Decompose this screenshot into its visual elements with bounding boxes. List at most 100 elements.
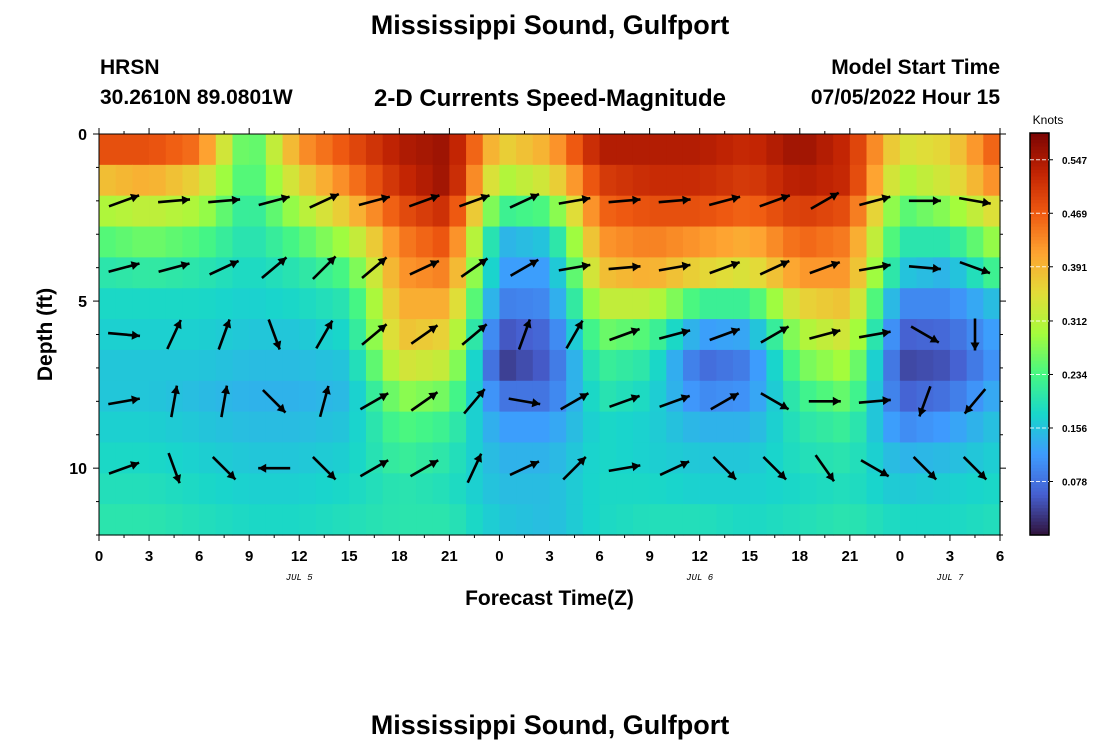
heatmap-cell [666,134,684,166]
heatmap-cell [199,504,217,536]
heatmap-cell [616,411,634,444]
colorbar-swatch [1030,370,1049,375]
vector-head [326,470,336,480]
current-vector [858,261,891,272]
heatmap-cell [649,442,667,474]
heatmap-cell [399,257,417,289]
colorbar-swatch [1030,216,1049,221]
vector-head [231,195,241,205]
heatmap-cell [916,411,934,444]
heatmap-cell [399,349,417,382]
heatmap-cell [99,226,117,258]
heatmap-cell [632,226,651,258]
heatmap-cell [699,504,717,536]
heatmap-cell [983,442,1001,474]
current-vector [409,459,439,478]
heatmap-cell [933,349,951,382]
heatmap-cell [816,349,834,382]
heatmap-cell [365,349,384,382]
colorbar-swatch [1030,481,1049,486]
current-vector [508,397,541,408]
heatmap-cell [582,257,601,289]
heatmap-cell [132,442,150,474]
current-vector [258,463,291,473]
heatmap-cell [716,164,734,197]
vector-head [276,403,286,413]
heatmap-cell [883,473,901,505]
colorbar-swatch [1030,484,1049,489]
heatmap-cell [699,288,717,320]
heatmap-cell [516,164,534,197]
colorbar-tick-label: 0.234 [1062,370,1087,381]
heatmap-cell [716,473,734,505]
heatmap-cell [966,226,984,258]
heatmap-cell [666,164,684,197]
current-vector [509,192,540,209]
heatmap-cell [432,442,450,474]
date-label: JUL 5 [286,573,314,583]
heatmap-cell [315,442,334,474]
heatmap-cell [849,257,868,289]
heatmap-cell [983,504,1001,536]
colorbar-swatch [1030,267,1049,271]
vector-head [473,453,482,463]
heatmap-cell [566,288,584,320]
heatmap-cell [733,504,751,536]
heatmap-cell [249,319,267,351]
current-vector [560,392,590,411]
model-start-value: 07/05/2022 Hour 15 [810,86,1000,109]
vector-head [280,194,290,204]
heatmap-cell [682,226,701,258]
heatmap-cell [666,288,684,320]
current-vectors [107,191,991,484]
current-vector [809,260,841,275]
vector-head [574,320,583,330]
heatmap-cell [449,319,467,351]
vector-head [577,456,586,466]
current-vector [359,392,389,411]
colorbar-swatch [1030,193,1049,198]
heatmap-cell [466,288,484,320]
heatmap-cell [866,411,884,444]
heatmap-cell [783,319,801,351]
heatmap-cell [866,504,884,536]
current-vector [258,194,290,207]
current-vector [708,194,741,207]
current-vector [107,330,141,340]
colorbar-swatch [1030,384,1049,389]
heatmap-cell [933,288,951,320]
heatmap-cell [833,319,851,351]
heatmap-cell [816,288,834,320]
current-vector [517,319,532,350]
heatmap-cell [766,504,784,536]
heatmap-cell [849,411,868,444]
heatmap-cell [833,288,851,320]
heatmap-cell [582,380,601,413]
heatmap-cell [549,226,567,258]
heatmap-cell [416,288,434,320]
heatmap-cell [716,411,734,444]
heatmap-cell [649,195,667,228]
heatmap-cell [699,473,717,505]
heatmap-cell [466,226,484,258]
heatmap-cell [799,134,818,166]
heatmap-cell [432,257,450,289]
heatmap-cell [883,504,901,536]
colorbar-swatch [1030,253,1049,258]
heatmap-cell [449,257,467,289]
vector-head [428,392,438,401]
heatmap-cell [883,195,901,228]
heatmap-cell [282,473,300,505]
current-vector [759,259,790,276]
heatmap-cell [466,504,484,536]
vector-head [632,195,641,205]
heatmap-cell [332,504,350,536]
heatmap-cell [616,195,634,228]
heatmap-cell [833,411,851,444]
current-vector [910,325,940,344]
vector-head [982,197,991,207]
vector-head [581,195,591,204]
heatmap-cell [682,257,701,289]
colorbar-swatch [1030,133,1049,137]
colorbar-swatch [1030,196,1049,201]
